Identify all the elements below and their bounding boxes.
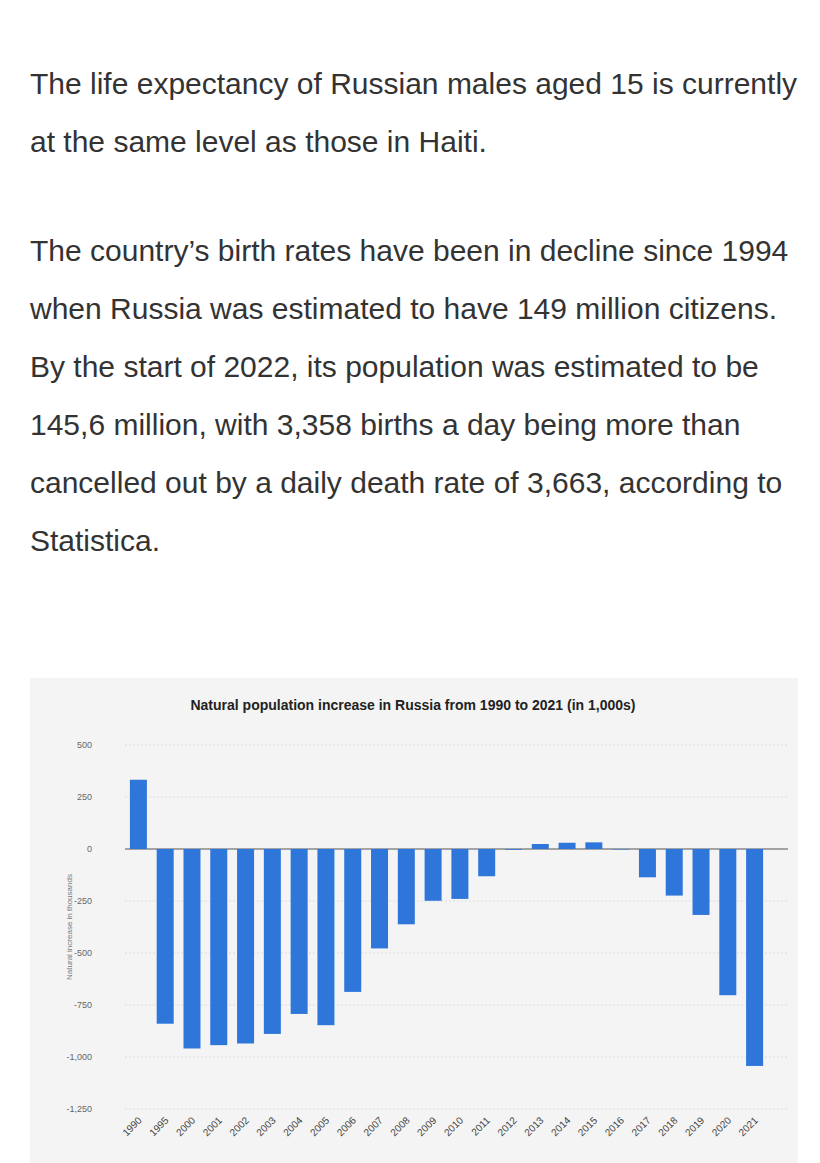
x-tick-label: 2015 (576, 1114, 600, 1138)
chart: Natural population increase in Russia fr… (30, 678, 798, 1163)
chart-background (30, 678, 798, 1163)
x-tick-label: 2007 (361, 1114, 385, 1138)
bar (693, 849, 710, 915)
x-tick-label: 2019 (683, 1114, 707, 1138)
bar (425, 849, 442, 901)
bar (532, 844, 549, 849)
bar (398, 849, 415, 924)
y-tick-label: 250 (77, 792, 92, 802)
bar (746, 849, 763, 1066)
x-tick-label: 2009 (415, 1114, 439, 1138)
paragraph: The country’s birth rates have been in d… (30, 222, 808, 570)
grid-line (125, 1057, 788, 1058)
bar (371, 849, 388, 948)
x-tick-label: 1995 (147, 1114, 171, 1138)
x-tick-label: 2003 (254, 1114, 278, 1138)
chart-title: Natural population increase in Russia fr… (190, 697, 635, 713)
y-tick-label: -500 (74, 948, 92, 958)
y-tick-label: -250 (74, 896, 92, 906)
paragraph: The life expectancy of Russian males age… (30, 55, 808, 171)
x-tick-label: 2006 (335, 1114, 359, 1138)
y-tick-label: 500 (77, 740, 92, 750)
x-tick-label: 2014 (549, 1114, 573, 1138)
x-tick-label: 2005 (308, 1114, 332, 1138)
bars (130, 780, 763, 1066)
x-tick-label: 2010 (442, 1114, 466, 1138)
x-tick-label: 2002 (227, 1114, 251, 1138)
bar (237, 849, 254, 1043)
bar (666, 849, 683, 896)
y-tick-label: 0 (87, 844, 92, 854)
x-tick-label: 2008 (388, 1114, 412, 1138)
x-tick-label: 2017 (629, 1114, 653, 1138)
bar (585, 842, 602, 849)
bar (130, 780, 147, 849)
bar (210, 849, 227, 1045)
y-tick-label: -1,250 (66, 1104, 92, 1114)
x-tick-label: 2018 (656, 1114, 680, 1138)
bar (264, 849, 281, 1034)
x-tick-label: 2000 (174, 1114, 198, 1138)
bar (157, 849, 174, 1024)
y-tick-label: -750 (74, 1000, 92, 1010)
x-tick-label: 2013 (522, 1114, 546, 1138)
x-tick-label: 2001 (201, 1114, 225, 1138)
bar (639, 849, 656, 877)
grid-line (125, 1109, 788, 1110)
bar (612, 849, 629, 851)
bar (317, 849, 334, 1025)
x-tick-label: 2016 (603, 1114, 627, 1138)
x-tick-label: 1990 (120, 1114, 144, 1138)
bar (505, 849, 522, 851)
bar (719, 849, 736, 995)
y-tick-label: -1,000 (66, 1052, 92, 1062)
bar (478, 849, 495, 876)
y-axis-label: Natural increase in thousands (65, 874, 74, 980)
x-tick-label: 2020 (710, 1114, 734, 1138)
grid-line (125, 745, 788, 746)
x-tick-label: 2021 (737, 1114, 761, 1138)
x-tick-label: 2012 (495, 1114, 519, 1138)
bar (291, 849, 308, 1014)
x-tick-label: 2004 (281, 1114, 305, 1138)
x-tick-label: 2011 (469, 1114, 492, 1137)
bar (451, 849, 468, 899)
bar (344, 849, 361, 992)
grid-line (125, 797, 788, 798)
bar (559, 843, 576, 849)
bar (183, 849, 200, 1048)
